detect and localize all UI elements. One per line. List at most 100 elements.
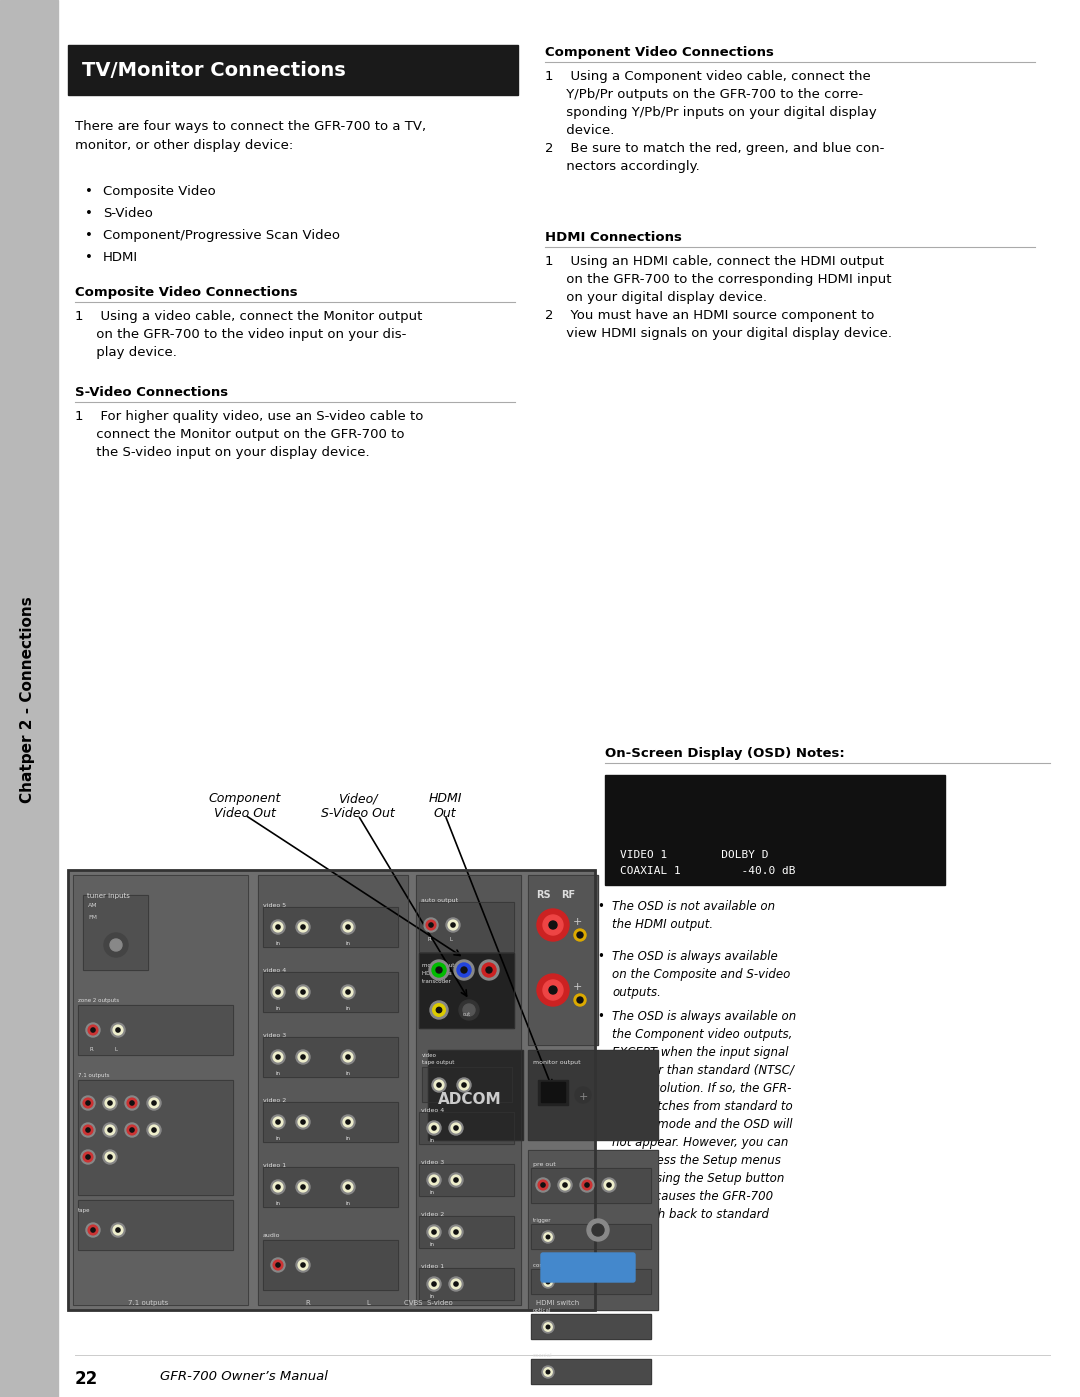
Circle shape <box>298 1052 308 1062</box>
Circle shape <box>542 1231 554 1243</box>
Circle shape <box>271 1259 285 1273</box>
Circle shape <box>130 1101 134 1105</box>
Text: On-Screen Display (OSD) Notes:: On-Screen Display (OSD) Notes: <box>605 747 845 760</box>
Bar <box>416 875 521 1305</box>
Text: in: in <box>275 1201 281 1206</box>
Bar <box>419 1215 514 1248</box>
Bar <box>264 972 399 1011</box>
Circle shape <box>448 921 458 930</box>
Circle shape <box>432 1282 436 1287</box>
Circle shape <box>573 929 586 942</box>
Text: tape: tape <box>78 1208 91 1213</box>
Circle shape <box>538 1180 548 1190</box>
Text: in: in <box>275 1071 281 1076</box>
Text: optical: optical <box>534 1308 552 1313</box>
Bar <box>531 1224 651 1249</box>
Text: in: in <box>346 1071 351 1076</box>
Bar <box>422 1067 512 1102</box>
Text: RF: RF <box>561 890 576 900</box>
Bar <box>419 902 514 951</box>
Bar <box>605 775 945 886</box>
Text: 1    Using an HDMI cable, connect the HDMI output: 1 Using an HDMI cable, connect the HDMI … <box>545 256 885 268</box>
Circle shape <box>108 1155 112 1160</box>
Circle shape <box>451 923 455 928</box>
Circle shape <box>86 1101 90 1105</box>
Circle shape <box>273 1052 283 1062</box>
Circle shape <box>113 1025 123 1035</box>
Text: auto output: auto output <box>421 898 458 902</box>
Circle shape <box>563 1183 567 1187</box>
Circle shape <box>558 1178 572 1192</box>
Text: HDMI Connections: HDMI Connections <box>545 231 681 244</box>
Circle shape <box>546 1280 550 1284</box>
Bar <box>531 1315 651 1338</box>
Bar <box>528 1051 658 1140</box>
Bar <box>258 875 408 1305</box>
Circle shape <box>341 985 355 999</box>
Circle shape <box>454 960 474 981</box>
Circle shape <box>346 1120 350 1125</box>
Bar <box>264 1102 399 1141</box>
Circle shape <box>449 1225 463 1239</box>
Circle shape <box>103 1150 117 1164</box>
Circle shape <box>273 1182 283 1192</box>
Circle shape <box>546 1235 550 1239</box>
Text: The OSD is not available on
the HDMI output.: The OSD is not available on the HDMI out… <box>612 900 775 930</box>
Circle shape <box>298 1260 308 1270</box>
Circle shape <box>432 1178 436 1182</box>
Circle shape <box>451 1175 461 1185</box>
Circle shape <box>459 1080 469 1090</box>
Circle shape <box>544 1278 552 1287</box>
Bar <box>419 953 514 1028</box>
Bar <box>73 875 248 1305</box>
Circle shape <box>543 981 563 1000</box>
Text: on the GFR-700 to the video input on your dis-: on the GFR-700 to the video input on you… <box>75 328 406 341</box>
Bar <box>531 1168 651 1203</box>
Text: Component Video Connections: Component Video Connections <box>545 46 774 59</box>
Text: on your digital display device.: on your digital display device. <box>545 291 767 305</box>
Circle shape <box>271 1180 285 1194</box>
Circle shape <box>275 925 280 929</box>
Circle shape <box>454 1282 458 1287</box>
Bar <box>68 870 595 1310</box>
Text: in: in <box>430 1190 434 1194</box>
Circle shape <box>454 1229 458 1234</box>
Text: 2    You must have an HDMI source component to: 2 You must have an HDMI source component… <box>545 309 875 321</box>
Circle shape <box>588 1220 609 1241</box>
Circle shape <box>549 921 557 929</box>
Text: S-Video Connections: S-Video Connections <box>75 386 228 400</box>
Text: in: in <box>275 1006 281 1011</box>
Circle shape <box>561 1180 570 1190</box>
Circle shape <box>81 1150 95 1164</box>
Circle shape <box>105 1098 114 1108</box>
Circle shape <box>449 1120 463 1134</box>
Text: Video/
S-Video Out: Video/ S-Video Out <box>321 792 395 820</box>
Circle shape <box>424 918 438 932</box>
Circle shape <box>301 990 306 995</box>
Circle shape <box>298 922 308 932</box>
Text: video 4: video 4 <box>421 1108 444 1113</box>
Circle shape <box>130 1127 134 1132</box>
Text: Composite Video Connections: Composite Video Connections <box>75 286 298 299</box>
Text: zone 2 outputs: zone 2 outputs <box>78 997 119 1003</box>
Text: +: + <box>573 916 582 928</box>
Circle shape <box>486 967 492 972</box>
Circle shape <box>125 1097 139 1111</box>
Circle shape <box>110 939 122 951</box>
Circle shape <box>89 1025 98 1035</box>
Circle shape <box>81 1097 95 1111</box>
Bar <box>531 1359 651 1384</box>
Circle shape <box>91 1228 95 1232</box>
Circle shape <box>429 1175 438 1185</box>
Text: •: • <box>597 950 604 963</box>
Circle shape <box>105 1153 114 1162</box>
Circle shape <box>152 1101 157 1105</box>
Circle shape <box>147 1123 161 1137</box>
Circle shape <box>147 1097 161 1111</box>
Text: 1    Using a video cable, connect the Monitor output: 1 Using a video cable, connect the Monit… <box>75 310 422 323</box>
Bar <box>264 1166 399 1207</box>
Circle shape <box>298 1182 308 1192</box>
Circle shape <box>463 1004 475 1016</box>
Bar <box>264 1241 399 1289</box>
Circle shape <box>125 1123 139 1137</box>
